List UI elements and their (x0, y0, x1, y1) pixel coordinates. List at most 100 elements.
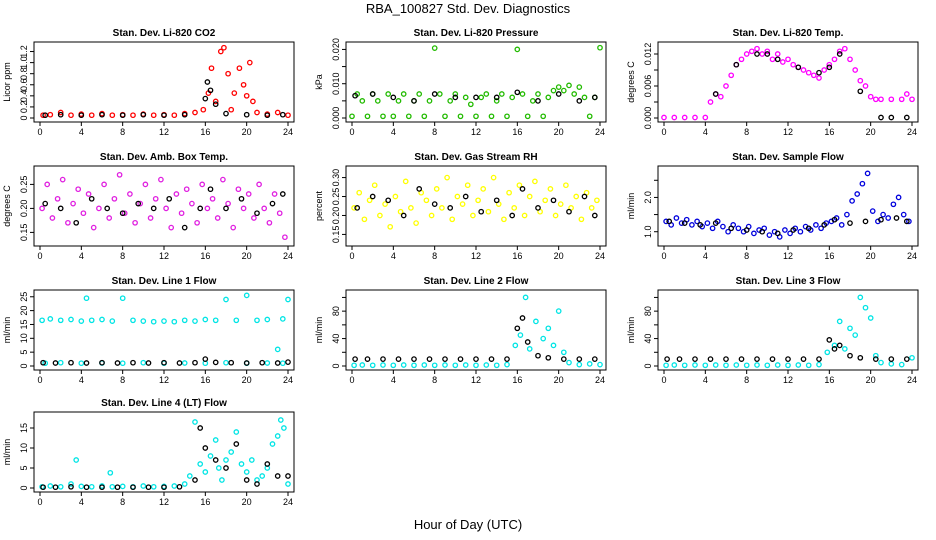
y-tick-label: 10 (19, 443, 29, 453)
data-point (163, 205, 169, 212)
data-point (831, 216, 838, 223)
y-tick-label: 0.8 (19, 67, 29, 80)
data-point (99, 316, 105, 323)
data-point (748, 48, 755, 55)
data-point (109, 318, 116, 324)
x-tick-label: 0 (37, 251, 42, 261)
data-point (831, 56, 838, 63)
data-point (586, 361, 593, 367)
chart-title: Stan. Dev. Line 1 Flow (112, 276, 217, 287)
data-point (576, 361, 583, 368)
data-point (374, 98, 381, 104)
data-point (878, 114, 884, 121)
data-point (893, 215, 900, 221)
data-point (99, 359, 105, 366)
data-point (785, 356, 791, 362)
data-point (824, 349, 831, 356)
data-point (395, 356, 402, 362)
data-point (119, 483, 126, 490)
data-point (104, 205, 111, 212)
data-point (473, 362, 479, 369)
data-point (228, 359, 235, 366)
data-point (488, 113, 495, 120)
data-point (785, 56, 791, 63)
data-point (387, 223, 394, 230)
data-point (475, 197, 481, 204)
data-point (512, 342, 519, 349)
x-tick-label: 16 (824, 375, 834, 385)
data-point (449, 216, 456, 223)
data-point (279, 316, 286, 322)
data-point (754, 45, 760, 52)
data-point (236, 65, 243, 72)
data-point (888, 361, 895, 367)
data-point (462, 362, 469, 368)
data-point (356, 189, 363, 196)
data-point (197, 205, 204, 212)
data-point (774, 51, 781, 57)
x-tick-label: 24 (907, 127, 917, 137)
data-point (251, 215, 257, 221)
data-point (542, 197, 549, 204)
data-point (576, 98, 583, 104)
data-point (106, 215, 113, 221)
data-point (221, 44, 227, 51)
chart-panel-6: Stan. Dev. Sample Flow ml/min 0 4 8 12 16 20 24 1… (626, 152, 919, 261)
data-point (266, 219, 273, 226)
data-point (661, 114, 667, 121)
data-point (759, 51, 766, 57)
plot-frame (33, 289, 295, 371)
data-point (96, 205, 102, 212)
data-point (351, 205, 357, 211)
x-tick-label: 8 (432, 251, 437, 261)
x-tick-label: 20 (866, 127, 876, 137)
chart-panel-2: Stan. Dev. Li-820 Pressure kPa 0 4 8 12 16 20 24… (314, 28, 607, 137)
data-point (426, 98, 433, 104)
series-2 (352, 315, 598, 362)
data-point (764, 362, 771, 369)
y-tick-label: 0.000 (643, 107, 653, 130)
series-1 (663, 294, 915, 369)
data-point (545, 325, 552, 332)
chart-title: Stan. Dev. Gas Stream RH (414, 152, 537, 163)
data-point (733, 362, 740, 368)
data-point (903, 218, 910, 225)
data-point (243, 111, 250, 118)
data-point (274, 346, 281, 353)
data-point (59, 176, 66, 183)
data-point (723, 356, 729, 362)
data-point (519, 91, 526, 97)
data-point (116, 171, 123, 178)
data-point (586, 113, 593, 120)
y-tick-label: 0 (19, 115, 29, 120)
y-axis-label: ml/min (2, 439, 12, 466)
y-tick-label: 25 (19, 292, 29, 302)
data-point (397, 208, 404, 215)
x-tick-label: 20 (554, 251, 564, 261)
data-point (597, 361, 603, 368)
series-1 (39, 417, 291, 490)
data-point (671, 114, 678, 121)
x-tick-label: 24 (595, 251, 605, 261)
data-point (202, 316, 209, 323)
y-tick-label: 0.20 (331, 207, 341, 225)
data-point (130, 317, 136, 324)
data-point (885, 215, 892, 221)
data-point (274, 433, 281, 439)
data-point (692, 356, 698, 362)
data-point (161, 484, 167, 491)
data-point (524, 339, 531, 345)
data-point (238, 195, 245, 202)
data-point (540, 335, 547, 342)
data-point (107, 469, 114, 476)
data-point (243, 360, 250, 366)
data-point (459, 201, 466, 207)
y-tick-label: 0.010 (331, 72, 341, 95)
data-point (52, 484, 59, 491)
data-point (233, 441, 240, 447)
data-point (147, 215, 154, 221)
y-tick-label: 40 (643, 334, 653, 344)
y-axis-label: ml/min (626, 193, 636, 220)
data-point (212, 437, 219, 443)
data-point (202, 95, 209, 102)
